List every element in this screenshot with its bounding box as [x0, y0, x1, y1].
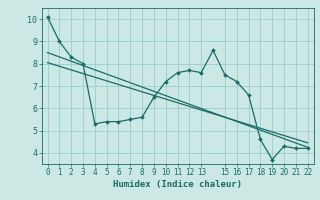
- X-axis label: Humidex (Indice chaleur): Humidex (Indice chaleur): [113, 180, 242, 189]
